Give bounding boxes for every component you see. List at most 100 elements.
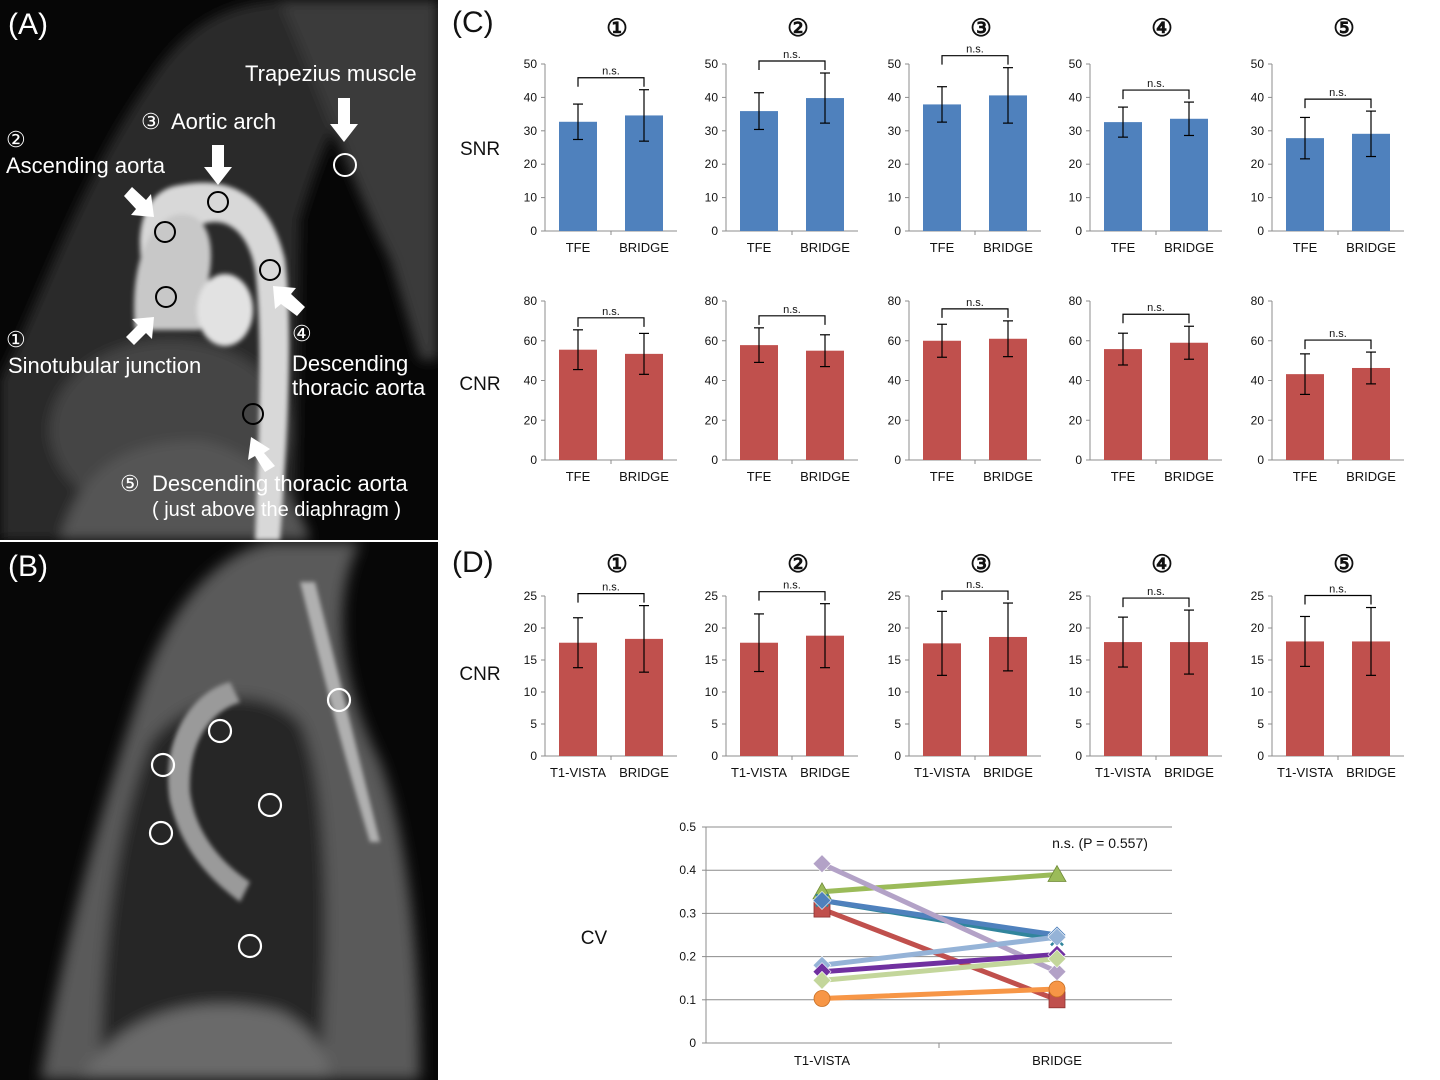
row-label-c-snr: SNR: [460, 139, 500, 160]
y-tick-label: 40: [888, 90, 902, 104]
y-tick-label: 80: [1251, 294, 1265, 308]
y-tick-label: 0: [530, 749, 537, 763]
x-tick-label: BRIDGE: [983, 765, 1033, 780]
cv-series-9: [813, 980, 1066, 1007]
series-line: [819, 934, 1060, 968]
significance-label: n.s.: [1147, 302, 1165, 314]
bar: [1170, 118, 1208, 231]
y-tick-label: 20: [705, 621, 719, 635]
y-tick-label: 60: [1251, 334, 1265, 348]
x-tick-label: BRIDGE: [1032, 1053, 1082, 1068]
x-tick-label: BRIDGE: [619, 240, 669, 255]
significance-label: n.s.: [1329, 87, 1347, 99]
bar-row-c-cnr: CNR 0 20 40 60 80 TFE BRIDGE n.s. 0 20 40 60 80 TFE BRI…: [459, 294, 1404, 484]
region-5-note: ( just above the diaphragm ): [152, 499, 402, 521]
y-tick-label: 15: [1251, 653, 1265, 667]
significance-label: n.s.: [783, 304, 801, 316]
y-tick-label: 10: [888, 685, 902, 699]
y-tick-label: 20: [1069, 157, 1083, 171]
y-tick-label: 0: [894, 749, 901, 763]
y-tick-label: 15: [1069, 653, 1083, 667]
y-tick-label: 10: [1069, 685, 1083, 699]
significance-bracket: [577, 593, 645, 603]
bar: [806, 350, 844, 460]
panel-d-label: (D): [452, 546, 494, 579]
x-tick-label: BRIDGE: [619, 765, 669, 780]
significance-label: n.s.: [1147, 586, 1165, 598]
y-tick-label: 25: [1251, 589, 1265, 603]
y-tick-label: 15: [888, 653, 902, 667]
x-tick-label: BRIDGE: [800, 240, 850, 255]
bar: [1104, 349, 1142, 460]
row-label-d-cnr: CNR: [459, 664, 500, 685]
y-tick-label: 0: [1257, 749, 1264, 763]
x-tick-label: BRIDGE: [800, 765, 850, 780]
bar: [1170, 342, 1208, 460]
y-tick-label: 20: [1069, 413, 1083, 427]
y-tick-label: 25: [524, 589, 538, 603]
region-1-symbol: ①: [6, 327, 26, 352]
y-tick-label: 40: [524, 90, 538, 104]
y-tick-label: 0.2: [679, 950, 696, 964]
significance-bracket: [941, 308, 1009, 318]
significance-bracket: [577, 317, 645, 327]
y-tick-label: 40: [1251, 374, 1265, 388]
y-tick-label: 5: [711, 717, 718, 731]
x-tick-label: BRIDGE: [800, 469, 850, 484]
y-tick-label: 0: [711, 749, 718, 763]
region-4-symbol: ④: [292, 321, 312, 346]
y-tick-label: 0: [711, 453, 718, 467]
bar-chart-c-snr-5: ⑤ 0 10 20 30 40 50 TFE BRIDGE n.s.: [1251, 15, 1404, 255]
significance-bracket: [1122, 597, 1190, 608]
bar-chart-c-cnr-5: 0 20 40 60 80 TFE BRIDGE n.s.: [1251, 294, 1404, 484]
x-tick-label: BRIDGE: [983, 469, 1033, 484]
y-tick-label: 0: [1075, 224, 1082, 238]
x-tick-label: TFE: [1111, 240, 1136, 255]
bar-chart-c-cnr-1: 0 20 40 60 80 TFE BRIDGE n.s.: [524, 294, 677, 484]
y-tick-label: 25: [1069, 589, 1083, 603]
significance-label: n.s.: [966, 297, 984, 309]
y-tick-label: 0.1: [679, 993, 696, 1007]
significance-bracket: [1304, 339, 1372, 350]
marker-diamond: [812, 891, 832, 910]
y-tick-label: 40: [888, 374, 902, 388]
significance-label: n.s.: [1329, 584, 1347, 596]
significance-label: n.s.: [966, 579, 984, 591]
bar-row-d-cnr: CNR ① 0 5 10 15 20 25 T1-VISTA BRIDGE n.s. ② 0 5 10 15 2…: [459, 551, 1404, 780]
significance-bracket: [758, 591, 826, 601]
y-tick-label: 40: [1069, 374, 1083, 388]
bar-chart-d-cnr-2: ② 0 5 10 15 20 25 T1-VISTA BRIDGE n.s.: [705, 551, 858, 780]
y-tick-label: 20: [888, 413, 902, 427]
y-tick-label: 0: [1257, 453, 1264, 467]
bar-chart-c-snr-2: ② 0 10 20 30 40 50 TFE BRIDGE n.s.: [705, 15, 858, 255]
bar-chart-c-cnr-2: 0 20 40 60 80 TFE BRIDGE n.s.: [705, 294, 858, 484]
bar-chart-d-cnr-1: ① 0 5 10 15 20 25 T1-VISTA BRIDGE n.s.: [524, 551, 677, 780]
y-tick-label: 20: [705, 157, 719, 171]
panel-a-label: (A): [8, 8, 48, 41]
y-tick-label: 80: [1069, 294, 1083, 308]
y-tick-label: 20: [888, 157, 902, 171]
y-tick-label: 20: [705, 413, 719, 427]
y-tick-label: 20: [1251, 157, 1265, 171]
mri-b-drawing: [0, 542, 438, 1080]
y-tick-label: 80: [524, 294, 538, 308]
y-tick-label: 0: [1075, 749, 1082, 763]
significance-bracket: [758, 60, 826, 71]
bar-chart-c-cnr-4: 0 20 40 60 80 TFE BRIDGE n.s.: [1069, 294, 1222, 484]
y-tick-label: 80: [705, 294, 719, 308]
chart-title: ④: [1151, 15, 1173, 42]
y-tick-label: 40: [1251, 90, 1265, 104]
x-tick-label: BRIDGE: [619, 469, 669, 484]
y-tick-label: 10: [1251, 685, 1265, 699]
x-tick-label: TFE: [566, 469, 591, 484]
series-line: [819, 986, 1060, 1002]
marker-diamond: [812, 854, 832, 874]
y-tick-label: 10: [524, 191, 538, 205]
y-tick-label: 15: [524, 653, 538, 667]
significance-label: n.s.: [966, 44, 984, 56]
y-tick-label: 0: [1257, 224, 1264, 238]
mri-image-a: (A) Trapezius muscle ③ Aortic arch ② Asc…: [0, 0, 438, 540]
marker-circle: [1048, 980, 1066, 998]
cv-annotation: n.s. (P = 0.557): [1052, 835, 1148, 851]
mri-image-b: (B): [0, 542, 438, 1080]
